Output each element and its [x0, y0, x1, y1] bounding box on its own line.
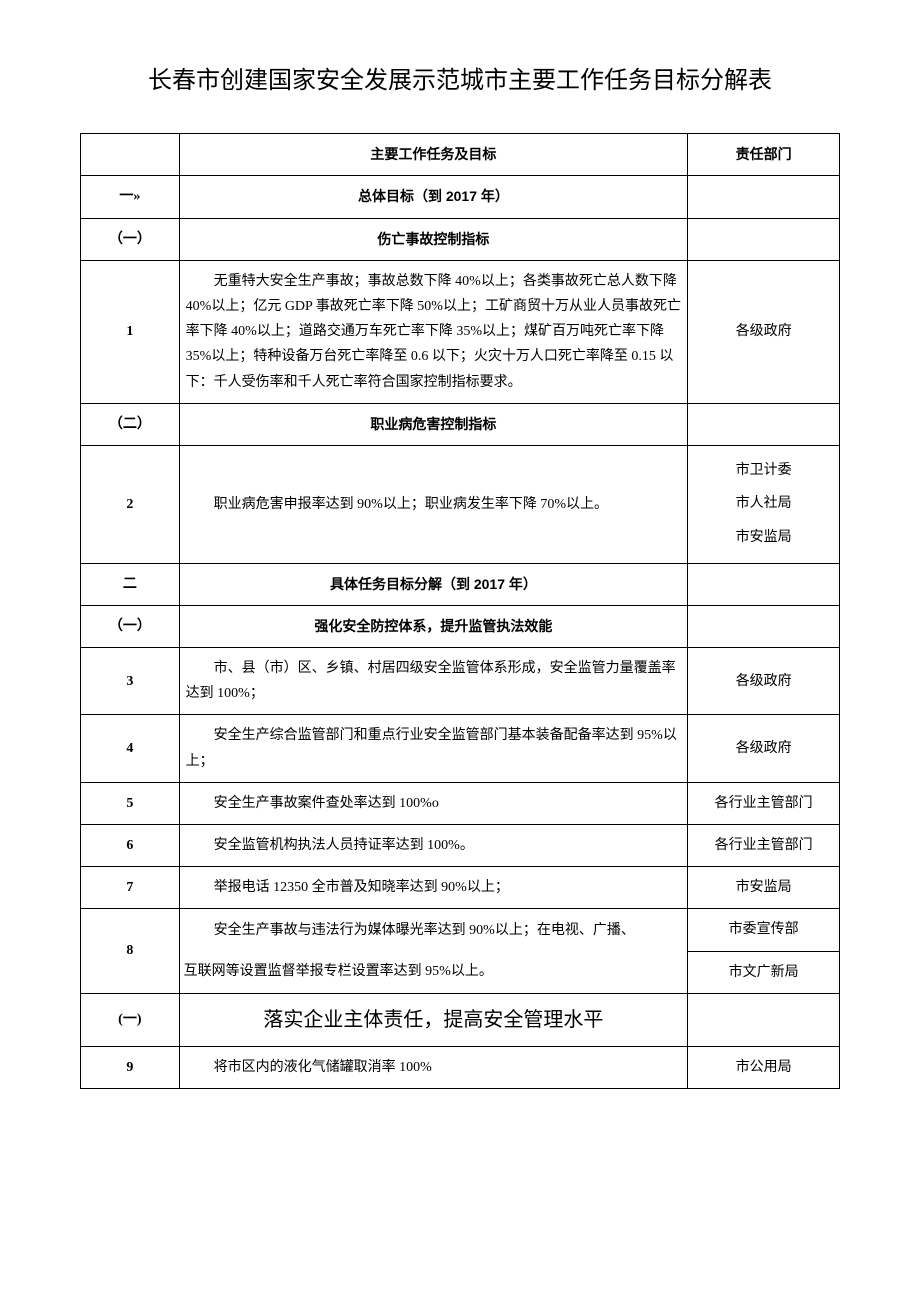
dept-cell: 市文广新局: [688, 951, 840, 993]
row-index: 2: [81, 445, 180, 563]
task-cell: 安全生产事故与违法行为媒体曝光率达到 90%以上；在电视、广播、: [179, 909, 688, 951]
row-index: 9: [81, 1046, 180, 1088]
task-cell: 举报电话 12350 全市普及知晓率达到 90%以上；: [179, 867, 688, 909]
subsection-row: (一) 落实企业主体责任，提高安全管理水平: [81, 993, 840, 1046]
dept-cell: 各级政府: [688, 648, 840, 715]
dept-cell: 各行业主管部门: [688, 782, 840, 824]
header-task: 主要工作任务及目标: [179, 134, 688, 176]
dept-cell: 市卫计委 市人社局 市安监局: [688, 445, 840, 563]
blank-cell: [688, 605, 840, 647]
section-label: 具体任务目标分解（到 2017 年）: [179, 563, 688, 605]
task-cell: 互联网等设置监督举报专栏设置率达到 95%以上。: [179, 951, 688, 993]
row-index: 5: [81, 782, 180, 824]
row-index: 8: [81, 909, 180, 993]
table-row: 6 安全监管机构执法人员持证率达到 100%。 各行业主管部门: [81, 824, 840, 866]
section-row: 一» 总体目标（到 2017 年）: [81, 176, 840, 218]
task-cell: 安全监管机构执法人员持证率达到 100%。: [179, 824, 688, 866]
row-index: 7: [81, 867, 180, 909]
table-row: 互联网等设置监督举报专栏设置率达到 95%以上。 市文广新局: [81, 951, 840, 993]
section-row: 二 具体任务目标分解（到 2017 年）: [81, 563, 840, 605]
blank-cell: [688, 218, 840, 260]
section-index: 二: [81, 563, 180, 605]
subsection-index: （一）: [81, 218, 180, 260]
table-row: 8 安全生产事故与违法行为媒体曝光率达到 90%以上；在电视、广播、 市委宣传部: [81, 909, 840, 951]
blank-cell: [688, 403, 840, 445]
row-index: 1: [81, 260, 180, 403]
subsection-row: （一） 强化安全防控体系，提升监管执法效能: [81, 605, 840, 647]
table-row: 9 将市区内的液化气储罐取消率 100% 市公用局: [81, 1046, 840, 1088]
task-table: 主要工作任务及目标 责任部门 一» 总体目标（到 2017 年） （一） 伤亡事…: [80, 133, 840, 1089]
subsection-index: (一): [81, 993, 180, 1046]
table-header-row: 主要工作任务及目标 责任部门: [81, 134, 840, 176]
task-cell: 职业病危害申报率达到 90%以上；职业病发生率下降 70%以上。: [179, 445, 688, 563]
table-row: 7 举报电话 12350 全市普及知晓率达到 90%以上； 市安监局: [81, 867, 840, 909]
task-cell: 市、县（市）区、乡镇、村居四级安全监管体系形成，安全监管力量覆盖率达到 100%…: [179, 648, 688, 715]
dept-cell: 各行业主管部门: [688, 824, 840, 866]
section-index: 一»: [81, 176, 180, 218]
blank-cell: [688, 176, 840, 218]
row-index: 3: [81, 648, 180, 715]
task-cell: 安全生产事故案件查处率达到 100%o: [179, 782, 688, 824]
subsection-label: 强化安全防控体系，提升监管执法效能: [179, 605, 688, 647]
row-index: 4: [81, 715, 180, 782]
subsection-index: （一）: [81, 605, 180, 647]
subsection-label: 职业病危害控制指标: [179, 403, 688, 445]
subsection-label: 落实企业主体责任，提高安全管理水平: [179, 993, 688, 1046]
task-cell: 无重特大安全生产事故；事故总数下降 40%以上；各类事故死亡总人数下降 40%以…: [179, 260, 688, 403]
dept-cell: 市安监局: [688, 867, 840, 909]
table-row: 4 安全生产综合监管部门和重点行业安全监管部门基本装备配备率达到 95%以上； …: [81, 715, 840, 782]
task-cell: 将市区内的液化气储罐取消率 100%: [179, 1046, 688, 1088]
blank-cell: [81, 134, 180, 176]
table-row: 1 无重特大安全生产事故；事故总数下降 40%以上；各类事故死亡总人数下降 40…: [81, 260, 840, 403]
document-title: 长春市创建国家安全发展示范城市主要工作任务目标分解表: [80, 60, 840, 103]
blank-cell: [688, 563, 840, 605]
table-row: 3 市、县（市）区、乡镇、村居四级安全监管体系形成，安全监管力量覆盖率达到 10…: [81, 648, 840, 715]
row-index: 6: [81, 824, 180, 866]
subsection-row: （一） 伤亡事故控制指标: [81, 218, 840, 260]
dept-cell: 市委宣传部: [688, 909, 840, 951]
dept-cell: 各级政府: [688, 260, 840, 403]
table-row: 2 职业病危害申报率达到 90%以上；职业病发生率下降 70%以上。 市卫计委 …: [81, 445, 840, 563]
table-row: 5 安全生产事故案件查处率达到 100%o 各行业主管部门: [81, 782, 840, 824]
dept-cell: 各级政府: [688, 715, 840, 782]
subsection-row: （二） 职业病危害控制指标: [81, 403, 840, 445]
subsection-index: （二）: [81, 403, 180, 445]
task-cell: 安全生产综合监管部门和重点行业安全监管部门基本装备配备率达到 95%以上；: [179, 715, 688, 782]
header-dept: 责任部门: [688, 134, 840, 176]
dept-cell: 市公用局: [688, 1046, 840, 1088]
subsection-label: 伤亡事故控制指标: [179, 218, 688, 260]
blank-cell: [688, 993, 840, 1046]
section-label: 总体目标（到 2017 年）: [179, 176, 688, 218]
